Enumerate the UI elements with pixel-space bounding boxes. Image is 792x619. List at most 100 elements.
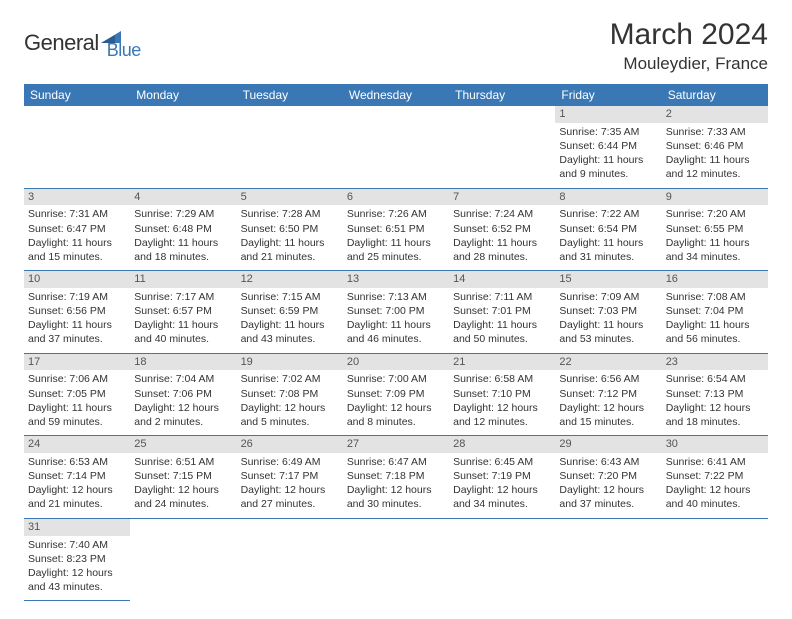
calendar-cell: 16Sunrise: 7:08 AMSunset: 7:04 PMDayligh… [662,271,768,354]
calendar-cell: 14Sunrise: 7:11 AMSunset: 7:01 PMDayligh… [449,271,555,354]
day-number: 20 [343,354,449,371]
daylight-text: Daylight: 12 hours [347,483,445,497]
calendar-cell-empty [555,518,661,601]
calendar-cell: 2Sunrise: 7:33 AMSunset: 6:46 PMDaylight… [662,106,768,188]
calendar-row: 31Sunrise: 7:40 AMSunset: 8:23 PMDayligh… [24,518,768,601]
location: Mouleydier, France [610,54,768,74]
day-header: Tuesday [237,84,343,106]
sunset-text: Sunset: 7:13 PM [666,387,764,401]
daylight-text: and 15 minutes. [28,250,126,264]
sunrise-text: Sunrise: 6:45 AM [453,455,551,469]
sunrise-text: Sunrise: 6:49 AM [241,455,339,469]
daylight-text: and 12 minutes. [666,167,764,181]
logo-text-blue: Blue [107,40,141,61]
sunset-text: Sunset: 7:22 PM [666,469,764,483]
sunrise-text: Sunrise: 7:06 AM [28,372,126,386]
daylight-text: Daylight: 12 hours [241,483,339,497]
daylight-text: Daylight: 12 hours [134,401,232,415]
day-number: 3 [24,189,130,206]
sunset-text: Sunset: 6:47 PM [28,222,126,236]
daylight-text: and 50 minutes. [453,332,551,346]
day-number: 30 [662,436,768,453]
daylight-text: and 25 minutes. [347,250,445,264]
sunset-text: Sunset: 7:18 PM [347,469,445,483]
day-number: 28 [449,436,555,453]
sunrise-text: Sunrise: 7:15 AM [241,290,339,304]
day-header: Saturday [662,84,768,106]
daylight-text: Daylight: 12 hours [666,483,764,497]
calendar-cell: 28Sunrise: 6:45 AMSunset: 7:19 PMDayligh… [449,436,555,519]
daylight-text: Daylight: 11 hours [453,236,551,250]
calendar-cell: 3Sunrise: 7:31 AMSunset: 6:47 PMDaylight… [24,188,130,271]
daylight-text: Daylight: 11 hours [28,318,126,332]
calendar-cell: 5Sunrise: 7:28 AMSunset: 6:50 PMDaylight… [237,188,343,271]
daylight-text: Daylight: 11 hours [134,236,232,250]
daylight-text: and 2 minutes. [134,415,232,429]
sunrise-text: Sunrise: 6:41 AM [666,455,764,469]
daylight-text: and 12 minutes. [453,415,551,429]
daylight-text: and 37 minutes. [28,332,126,346]
sunset-text: Sunset: 7:08 PM [241,387,339,401]
title-block: March 2024 Mouleydier, France [610,18,768,74]
daylight-text: Daylight: 11 hours [666,153,764,167]
day-header: Thursday [449,84,555,106]
daylight-text: Daylight: 11 hours [666,318,764,332]
sunrise-text: Sunrise: 7:28 AM [241,207,339,221]
calendar-cell: 24Sunrise: 6:53 AMSunset: 7:14 PMDayligh… [24,436,130,519]
daylight-text: and 34 minutes. [453,497,551,511]
day-header-row: SundayMondayTuesdayWednesdayThursdayFrid… [24,84,768,106]
sunset-text: Sunset: 7:15 PM [134,469,232,483]
logo-text-general: General [24,30,99,56]
daylight-text: and 46 minutes. [347,332,445,346]
day-number: 6 [343,189,449,206]
calendar-cell: 19Sunrise: 7:02 AMSunset: 7:08 PMDayligh… [237,353,343,436]
sunrise-text: Sunrise: 7:20 AM [666,207,764,221]
sunrise-text: Sunrise: 7:31 AM [28,207,126,221]
calendar-cell-empty [237,518,343,601]
day-number: 29 [555,436,661,453]
daylight-text: and 40 minutes. [134,332,232,346]
calendar-cell: 23Sunrise: 6:54 AMSunset: 7:13 PMDayligh… [662,353,768,436]
sunset-text: Sunset: 6:52 PM [453,222,551,236]
logo: General Blue [24,24,141,61]
day-number: 15 [555,271,661,288]
daylight-text: Daylight: 12 hours [134,483,232,497]
day-number: 12 [237,271,343,288]
daylight-text: Daylight: 11 hours [241,236,339,250]
day-header: Monday [130,84,236,106]
daylight-text: Daylight: 12 hours [28,566,126,580]
daylight-text: Daylight: 11 hours [241,318,339,332]
daylight-text: and 28 minutes. [453,250,551,264]
calendar-cell: 11Sunrise: 7:17 AMSunset: 6:57 PMDayligh… [130,271,236,354]
daylight-text: and 56 minutes. [666,332,764,346]
daylight-text: and 8 minutes. [347,415,445,429]
calendar-cell: 20Sunrise: 7:00 AMSunset: 7:09 PMDayligh… [343,353,449,436]
calendar-cell: 30 Sunrise: 6:41 AMSunset: 7:22 PMDayligh… [662,436,768,519]
day-number: 17 [24,354,130,371]
day-number: 10 [24,271,130,288]
sunset-text: Sunset: 7:10 PM [453,387,551,401]
calendar-cell: 1Sunrise: 7:35 AMSunset: 6:44 PMDaylight… [555,106,661,188]
day-number: 25 [130,436,236,453]
daylight-text: Daylight: 11 hours [347,318,445,332]
daylight-text: Daylight: 12 hours [28,483,126,497]
calendar-cell: 26Sunrise: 6:49 AMSunset: 7:17 PMDayligh… [237,436,343,519]
sunrise-text: Sunrise: 6:54 AM [666,372,764,386]
calendar-cell: 17Sunrise: 7:06 AMSunset: 7:05 PMDayligh… [24,353,130,436]
calendar-row: 3Sunrise: 7:31 AMSunset: 6:47 PMDaylight… [24,188,768,271]
sunrise-text: Sunrise: 7:17 AM [134,290,232,304]
day-header: Wednesday [343,84,449,106]
sunrise-text: Sunrise: 7:00 AM [347,372,445,386]
day-header: Sunday [24,84,130,106]
calendar-cell: 6Sunrise: 7:26 AMSunset: 6:51 PMDaylight… [343,188,449,271]
calendar-cell: 15Sunrise: 7:09 AMSunset: 7:03 PMDayligh… [555,271,661,354]
daylight-text: Daylight: 11 hours [347,236,445,250]
sunrise-text: Sunrise: 6:51 AM [134,455,232,469]
calendar-cell: 25 Sunrise: 6:51 AMSunset: 7:15 PMDayligh… [130,436,236,519]
sunrise-text: Sunrise: 7:35 AM [559,125,657,139]
daylight-text: Daylight: 11 hours [134,318,232,332]
daylight-text: Daylight: 11 hours [28,236,126,250]
daylight-text: Daylight: 12 hours [453,401,551,415]
sunset-text: Sunset: 7:12 PM [559,387,657,401]
calendar-row: 1Sunrise: 7:35 AMSunset: 6:44 PMDaylight… [24,106,768,188]
